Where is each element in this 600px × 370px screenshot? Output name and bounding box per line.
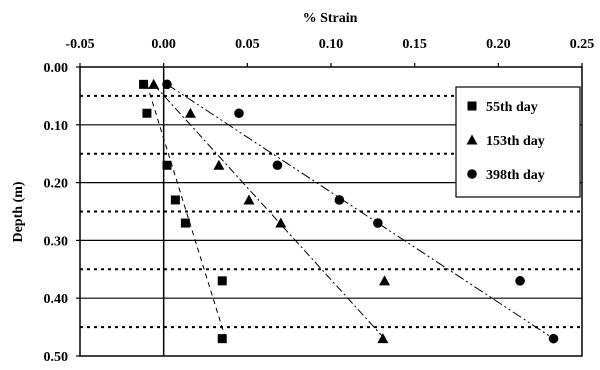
legend-label: 153th day [486, 134, 545, 149]
data-point-square [139, 79, 149, 89]
trend-line [153, 84, 385, 339]
legend-box [455, 86, 581, 198]
legend-label: 55th day [486, 100, 538, 115]
data-point-circle [272, 160, 283, 171]
trend-line-layer [146, 83, 554, 340]
x-axis-title: % Strain [303, 11, 358, 26]
axis-layer: -0.05 0.00 0.05 0.10 0.15 0.20 0.25 0.00 0.10 0.2… [44, 37, 595, 365]
y-tick-label: 0.10 [44, 119, 69, 134]
trend-line [166, 83, 554, 340]
y-tick-label: 0.50 [44, 350, 69, 365]
y-tick-label: 0.40 [44, 292, 69, 307]
x-tick-label: 0.25 [570, 37, 595, 52]
data-point-triangle [148, 78, 160, 89]
y-axis-title: Depth (m) [11, 181, 26, 242]
y-tick-label: 0.30 [44, 234, 69, 249]
legend-label: 398th day [486, 168, 545, 183]
data-point-triangle [379, 275, 391, 286]
data-point-square [217, 276, 227, 286]
legend: 55th day 153th day 398th day [455, 86, 581, 198]
x-tick-label: 0.20 [486, 37, 511, 52]
data-point-circle [515, 276, 525, 286]
data-point-triangle [184, 107, 196, 118]
x-tick-label: -0.05 [65, 37, 94, 52]
data-point-square [217, 334, 227, 344]
data-point-triangle [213, 159, 225, 170]
data-point-circle [162, 79, 172, 90]
data-point-square [162, 160, 172, 170]
legend-marker-triangle [466, 134, 478, 145]
data-point-circle [334, 195, 345, 205]
x-tick-label: 0.05 [235, 37, 260, 52]
y-tick-label: 0.00 [44, 61, 69, 76]
data-point-circle [373, 218, 383, 228]
x-tick-label: 0.10 [319, 37, 344, 52]
legend-marker-square [467, 101, 477, 111]
data-point-square [180, 218, 190, 228]
x-tick-label: 0.00 [151, 37, 176, 52]
data-point-circle [234, 108, 244, 119]
data-point-triangle [243, 194, 255, 205]
data-point-layer [139, 78, 559, 344]
data-point-circle [548, 333, 559, 344]
x-tick-label: 0.15 [402, 37, 427, 52]
y-tick-label: 0.20 [44, 177, 69, 192]
data-point-triangle [377, 333, 389, 344]
legend-marker-circle [467, 169, 477, 179]
data-point-square [170, 195, 180, 205]
data-point-triangle [275, 217, 287, 228]
data-point-square [142, 108, 152, 118]
